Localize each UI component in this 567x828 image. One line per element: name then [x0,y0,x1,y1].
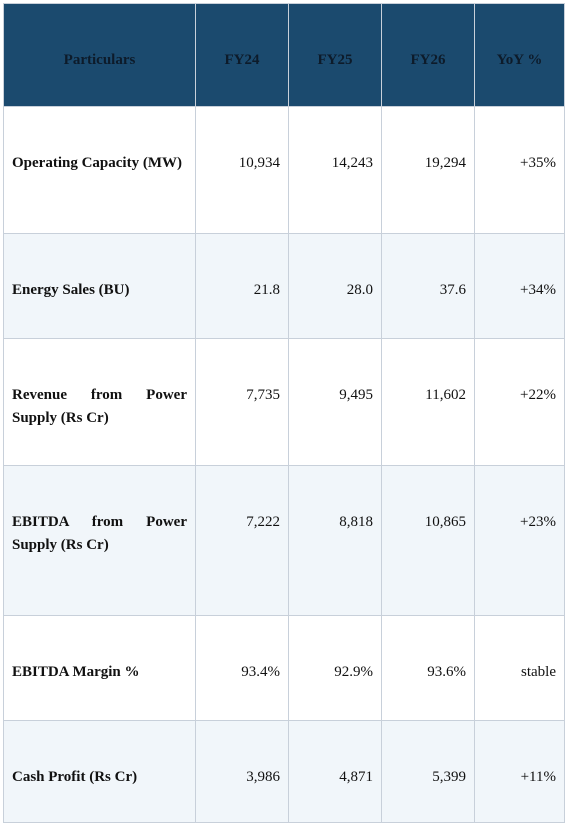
value-cell: stable [474,615,565,721]
row-label: Energy Sales (BU) [3,233,196,339]
value-cell: +34% [474,233,565,339]
row-label: Operating Capacity (MW) [3,106,196,234]
table-row: Revenue from Power Supply (Rs Cr) 7,735 9,… [3,338,565,466]
value-cell: 5,399 [381,720,475,823]
row-label: Revenue from Power Supply (Rs Cr) [3,338,196,466]
value-cell: 14,243 [288,106,382,234]
value-cell: 10,865 [381,465,475,616]
table-body: Operating Capacity (MW) 10,934 14,243 19,29… [3,106,565,823]
row-label: Cash Profit (Rs Cr) [3,720,196,823]
value-cell: 11,602 [381,338,475,466]
page: {"table": { "header": ["Particulars", "F… [0,3,567,828]
financial-table: Particulars FY24 FY25 FY26 YoY % Operating C… [3,3,565,823]
value-cell: 9,495 [288,338,382,466]
header-cell: FY25 [288,3,382,107]
value-cell: 37.6 [381,233,475,339]
value-cell: 8,818 [288,465,382,616]
value-cell: 92.9% [288,615,382,721]
header-cell: FY24 [195,3,289,107]
table-row: Operating Capacity (MW) 10,934 14,243 19,29… [3,106,565,234]
header-cell: Particulars [3,3,196,107]
value-cell: +22% [474,338,565,466]
value-cell: 3,986 [195,720,289,823]
header-cell: YoY % [474,3,565,107]
header-row: Particulars FY24 FY25 FY26 YoY % [3,3,565,107]
header-cell: FY26 [381,3,475,107]
value-cell: 10,934 [195,106,289,234]
table-row: EBITDA Margin % 93.4% 92.9% 93.6% stable [3,615,565,721]
value-cell: 21.8 [195,233,289,339]
row-label: EBITDA from Power Supply (Rs Cr) [3,465,196,616]
value-cell: 7,735 [195,338,289,466]
row-label: EBITDA Margin % [3,615,196,721]
value-cell: +35% [474,106,565,234]
value-cell: +11% [474,720,565,823]
value-cell: 93.4% [195,615,289,721]
value-cell: 4,871 [288,720,382,823]
value-cell: 93.6% [381,615,475,721]
value-cell: +23% [474,465,565,616]
table-row: EBITDA from Power Supply (Rs Cr) 7,222 8,8… [3,465,565,616]
table-row: Cash Profit (Rs Cr) 3,986 4,871 5,399 +11% [3,720,565,823]
value-cell: 28.0 [288,233,382,339]
value-cell: 19,294 [381,106,475,234]
table-row: Energy Sales (BU) 21.8 28.0 37.6 +34% [3,233,565,339]
value-cell: 7,222 [195,465,289,616]
